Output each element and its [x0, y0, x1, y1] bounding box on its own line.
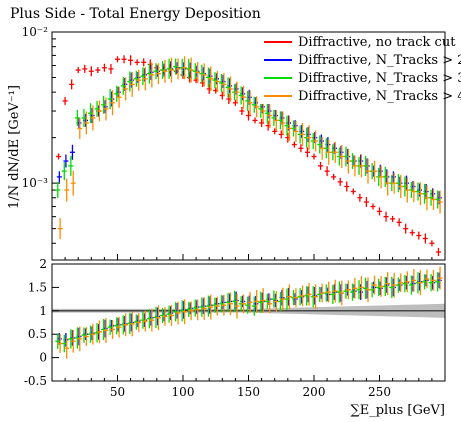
main-plot-panel: 10⁻² 10⁻³ 1/N dN/dE [GeV⁻¹] — [7, 25, 446, 261]
ratio-y-tick-label: -0.5 — [24, 374, 47, 388]
legend-background — [258, 34, 444, 104]
ratio-y-tick-label: 1 — [39, 304, 47, 318]
legend-entry: Diffractive, no track cut — [298, 35, 456, 50]
ratio-y-tick-label: 0 — [39, 351, 47, 365]
ratio-data-points — [55, 266, 443, 359]
legend-entry: Diffractive, N_Tracks > 2 — [298, 53, 461, 68]
y-axis-label: 1/N dN/dE [GeV⁻¹] — [7, 85, 22, 209]
x-tick-label: 200 — [303, 385, 326, 399]
ratio-plot-panel: -0.5 0 0.5 1 1.5 2 — [24, 257, 446, 388]
legend-entry: Diffractive, N_Tracks > 4 — [298, 89, 461, 104]
ratio-y-tick-label: 0.5 — [28, 327, 47, 341]
ratio-y-axis: -0.5 0 0.5 1 1.5 2 — [24, 257, 59, 388]
y-tick-label: 10⁻³ — [22, 176, 49, 190]
reference-band — [52, 303, 445, 318]
ratio-y-tick-label: 2 — [39, 257, 47, 271]
ratio-y-tick-label: 1.5 — [28, 280, 47, 294]
chart-title: Plus Side - Total Energy Deposition — [10, 6, 261, 22]
legend-entry: Diffractive, N_Tracks > 3 — [298, 71, 461, 86]
y-tick-label: 10⁻² — [22, 25, 49, 39]
x-tick-label: 100 — [172, 385, 195, 399]
main-y-axis: 10⁻² 10⁻³ — [22, 25, 60, 244]
main-data-points — [55, 55, 443, 257]
x-tick-label: 150 — [237, 385, 260, 399]
x-tick-label: 50 — [110, 385, 125, 399]
x-axis: 50 100 150 200 250 — [64, 254, 433, 399]
ratio-plot-frame — [51, 263, 446, 382]
x-tick-label: 250 — [368, 385, 391, 399]
x-axis-label: ∑E_plus [GeV] — [350, 403, 445, 418]
legend: Diffractive, no track cut Diffractive, N_… — [258, 34, 461, 104]
